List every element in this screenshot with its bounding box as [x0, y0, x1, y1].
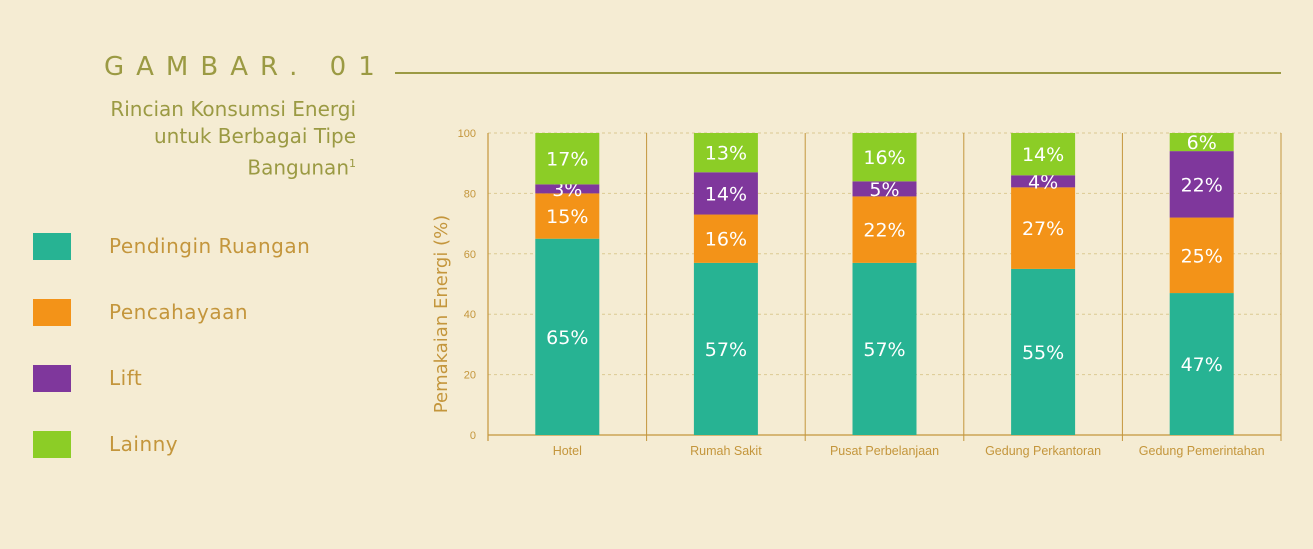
y-tick-label: 80 [464, 188, 476, 200]
bar-segment [1011, 175, 1076, 188]
bar-segment [1169, 151, 1234, 218]
stacked-bar-chart: 0 20 40 60 80 100 Pemakaian Energi (%) 65% 15% 3%… [431, 128, 1282, 458]
x-tick-label: Rumah Sakit [690, 444, 762, 458]
x-tick-label: Hotel [553, 444, 582, 458]
bar-segment [535, 133, 600, 185]
data-label: 27% [1022, 218, 1064, 240]
y-tick-label: 20 [464, 370, 476, 382]
data-label: 16% [705, 229, 747, 251]
footnote-mark: 1 [349, 157, 356, 170]
bar-segment [852, 181, 917, 197]
bar-segment [852, 262, 917, 435]
y-axis-title: Pemakaian Energi (%) [431, 215, 452, 413]
data-label: 47% [1181, 354, 1223, 376]
x-tick-label: Gedung Perkantoran [985, 444, 1101, 458]
y-tick-label: 40 [464, 309, 476, 321]
legend-swatch-pendingin-ruangan [33, 233, 71, 260]
y-tick-label: 60 [464, 249, 476, 261]
data-label: 17% [546, 149, 588, 171]
figure-label: GAMBAR. 01 [104, 52, 387, 82]
bar-segment [535, 193, 600, 239]
title-line-1: Rincian Konsumsi Energi [110, 97, 356, 121]
bar-segment [1011, 187, 1076, 269]
data-label: 14% [1022, 144, 1064, 166]
data-label: 4% [1028, 171, 1058, 193]
figure-title: Rincian Konsumsi Energi untuk Berbagai T… [56, 96, 356, 182]
data-label: 13% [705, 143, 747, 165]
bar-segment [693, 172, 758, 215]
title-line-3: Bangunan [247, 155, 349, 180]
y-tick-label: 0 [470, 430, 476, 442]
bar-segment [1011, 133, 1076, 176]
legend-label-pencahayaan: Pencahayaan [109, 300, 249, 324]
x-tick-label: Pusat Perbelanjaan [830, 444, 939, 458]
data-label: 22% [1181, 174, 1223, 196]
bar-segment [852, 196, 917, 263]
legend-item-pencahayaan: Pencahayaan [33, 299, 373, 327]
bar-segment [535, 238, 600, 435]
legend-item-lainny: Lainny [33, 431, 373, 459]
legend-item-pendingin-ruangan: Pendingin Ruangan [33, 233, 373, 261]
legend-item-lift: Lift [33, 365, 373, 393]
legend-label-lainny: Lainny [109, 432, 179, 456]
data-label: 3% [552, 179, 582, 201]
data-label: 14% [705, 183, 747, 205]
legend-swatch-lainny [33, 431, 71, 458]
data-label: 6% [1187, 132, 1217, 154]
data-label: 57% [863, 339, 905, 361]
bar-segment [693, 133, 758, 173]
bar-segment [693, 214, 758, 263]
data-label: 65% [546, 327, 588, 349]
legend-swatch-pencahayaan [33, 299, 71, 326]
bar-segment [535, 184, 600, 194]
legend-label-pendingin-ruangan: Pendingin Ruangan [109, 234, 311, 258]
x-tick-label: Gedung Pemerintahan [1139, 444, 1265, 458]
bar-segment [1169, 133, 1234, 152]
legend-label-lift: Lift [109, 366, 143, 390]
data-label: 15% [546, 206, 588, 228]
bar-segment [693, 262, 758, 435]
bar-segment [1011, 268, 1076, 435]
data-label: 22% [863, 220, 905, 242]
data-label: 25% [1181, 245, 1223, 267]
data-label: 5% [869, 179, 899, 201]
bar-segment [1169, 217, 1234, 294]
data-label: 55% [1022, 342, 1064, 364]
y-tick-label: 100 [458, 128, 476, 140]
header-rule [395, 72, 1281, 74]
bar-segment [852, 133, 917, 182]
bar-segment [1169, 293, 1234, 435]
data-label: 16% [863, 147, 905, 169]
data-label: 57% [705, 339, 747, 361]
title-line-2: untuk Berbagai Tipe [153, 124, 356, 148]
legend-swatch-lift [33, 365, 71, 392]
